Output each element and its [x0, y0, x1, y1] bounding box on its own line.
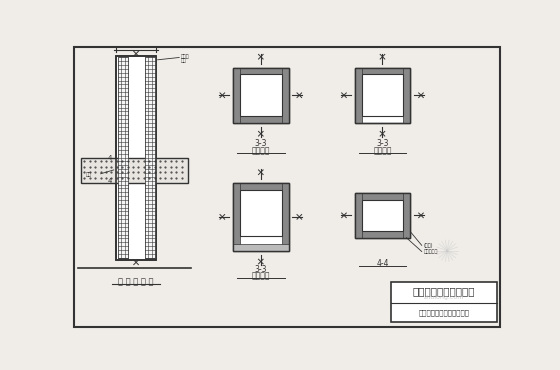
Bar — [355, 193, 410, 238]
Text: 4: 4 — [108, 178, 112, 185]
Text: 钢丝绳网片: 钢丝绳网片 — [423, 249, 438, 254]
Bar — [391, 282, 497, 322]
Text: 正面剖面: 正面剖面 — [251, 146, 270, 155]
Text: 4: 4 — [108, 155, 112, 161]
Text: 柱钢丝绳网片抗剪加固节点: 柱钢丝绳网片抗剪加固节点 — [418, 309, 470, 316]
Bar — [240, 190, 282, 236]
Bar — [240, 74, 282, 116]
Bar — [118, 57, 128, 259]
Bar — [118, 57, 128, 259]
Bar — [233, 183, 288, 251]
Bar — [233, 244, 288, 251]
Bar — [233, 67, 288, 123]
Bar — [233, 183, 288, 251]
Bar — [233, 183, 288, 190]
Bar — [116, 56, 156, 260]
Text: 立 面 加 固 图: 立 面 加 固 图 — [118, 277, 154, 286]
Bar — [233, 116, 288, 123]
Bar — [355, 67, 410, 74]
Text: 钢丝绳: 钢丝绳 — [181, 54, 189, 59]
Bar — [282, 183, 288, 251]
Bar — [81, 158, 188, 183]
Text: 3-3: 3-3 — [255, 139, 267, 148]
Bar — [144, 57, 155, 259]
Bar — [403, 67, 410, 123]
Bar — [116, 56, 156, 260]
Text: 4-4: 4-4 — [376, 259, 389, 268]
Text: 网片: 网片 — [181, 58, 186, 63]
Bar — [355, 193, 362, 238]
Bar — [362, 74, 403, 116]
Bar — [233, 67, 240, 123]
Bar — [362, 200, 403, 231]
Text: (锚固): (锚固) — [423, 243, 433, 248]
Text: 三面剖面: 三面剖面 — [373, 146, 392, 155]
Bar — [282, 67, 288, 123]
Bar — [355, 193, 410, 200]
Bar — [355, 193, 410, 238]
Text: 柱钢丝绳网片加固做法: 柱钢丝绳网片加固做法 — [413, 287, 475, 297]
Text: 架空剖面: 架空剖面 — [251, 272, 270, 280]
Bar — [403, 193, 410, 238]
Text: 3-3: 3-3 — [255, 265, 267, 274]
Bar — [355, 67, 410, 123]
Bar — [355, 67, 362, 123]
Bar — [355, 231, 410, 238]
Bar — [355, 67, 410, 123]
Bar — [233, 183, 240, 251]
Bar — [144, 57, 155, 259]
Bar — [233, 67, 288, 123]
Text: 3-3: 3-3 — [376, 139, 389, 148]
Text: zhulong.com: zhulong.com — [424, 295, 464, 300]
Bar — [233, 67, 288, 74]
Text: 楼板: 楼板 — [86, 172, 92, 177]
